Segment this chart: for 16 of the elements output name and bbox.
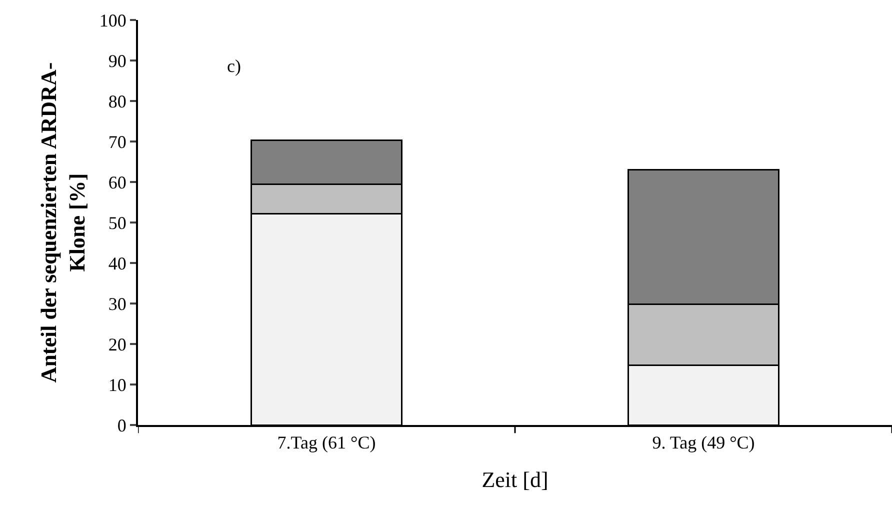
y-tick-label: 100 [99, 10, 126, 30]
y-tick-label: 70 [108, 132, 126, 152]
y-tick-label: 80 [108, 91, 126, 112]
x-tick-label: 9. Tag (49 °C) [652, 432, 755, 453]
y-tick-label: 30 [108, 294, 126, 314]
y-tick-label: 50 [108, 212, 126, 233]
y-tick-label: 0 [117, 415, 126, 436]
y-tick-label: 40 [108, 253, 126, 274]
y-tick-label: 90 [108, 50, 126, 71]
x-axis-title: Zeit [d] [482, 467, 548, 492]
y-tick-label: 60 [108, 172, 126, 192]
annotation: c) [227, 56, 241, 76]
y-tick-label: 20 [108, 334, 126, 354]
y-axis-title: Anteil der sequenzierten ARDRA- Klone [%] [36, 62, 90, 383]
y-tick-label: 10 [108, 374, 126, 395]
x-tick-label: 7.Tag (61 °C) [277, 432, 376, 453]
